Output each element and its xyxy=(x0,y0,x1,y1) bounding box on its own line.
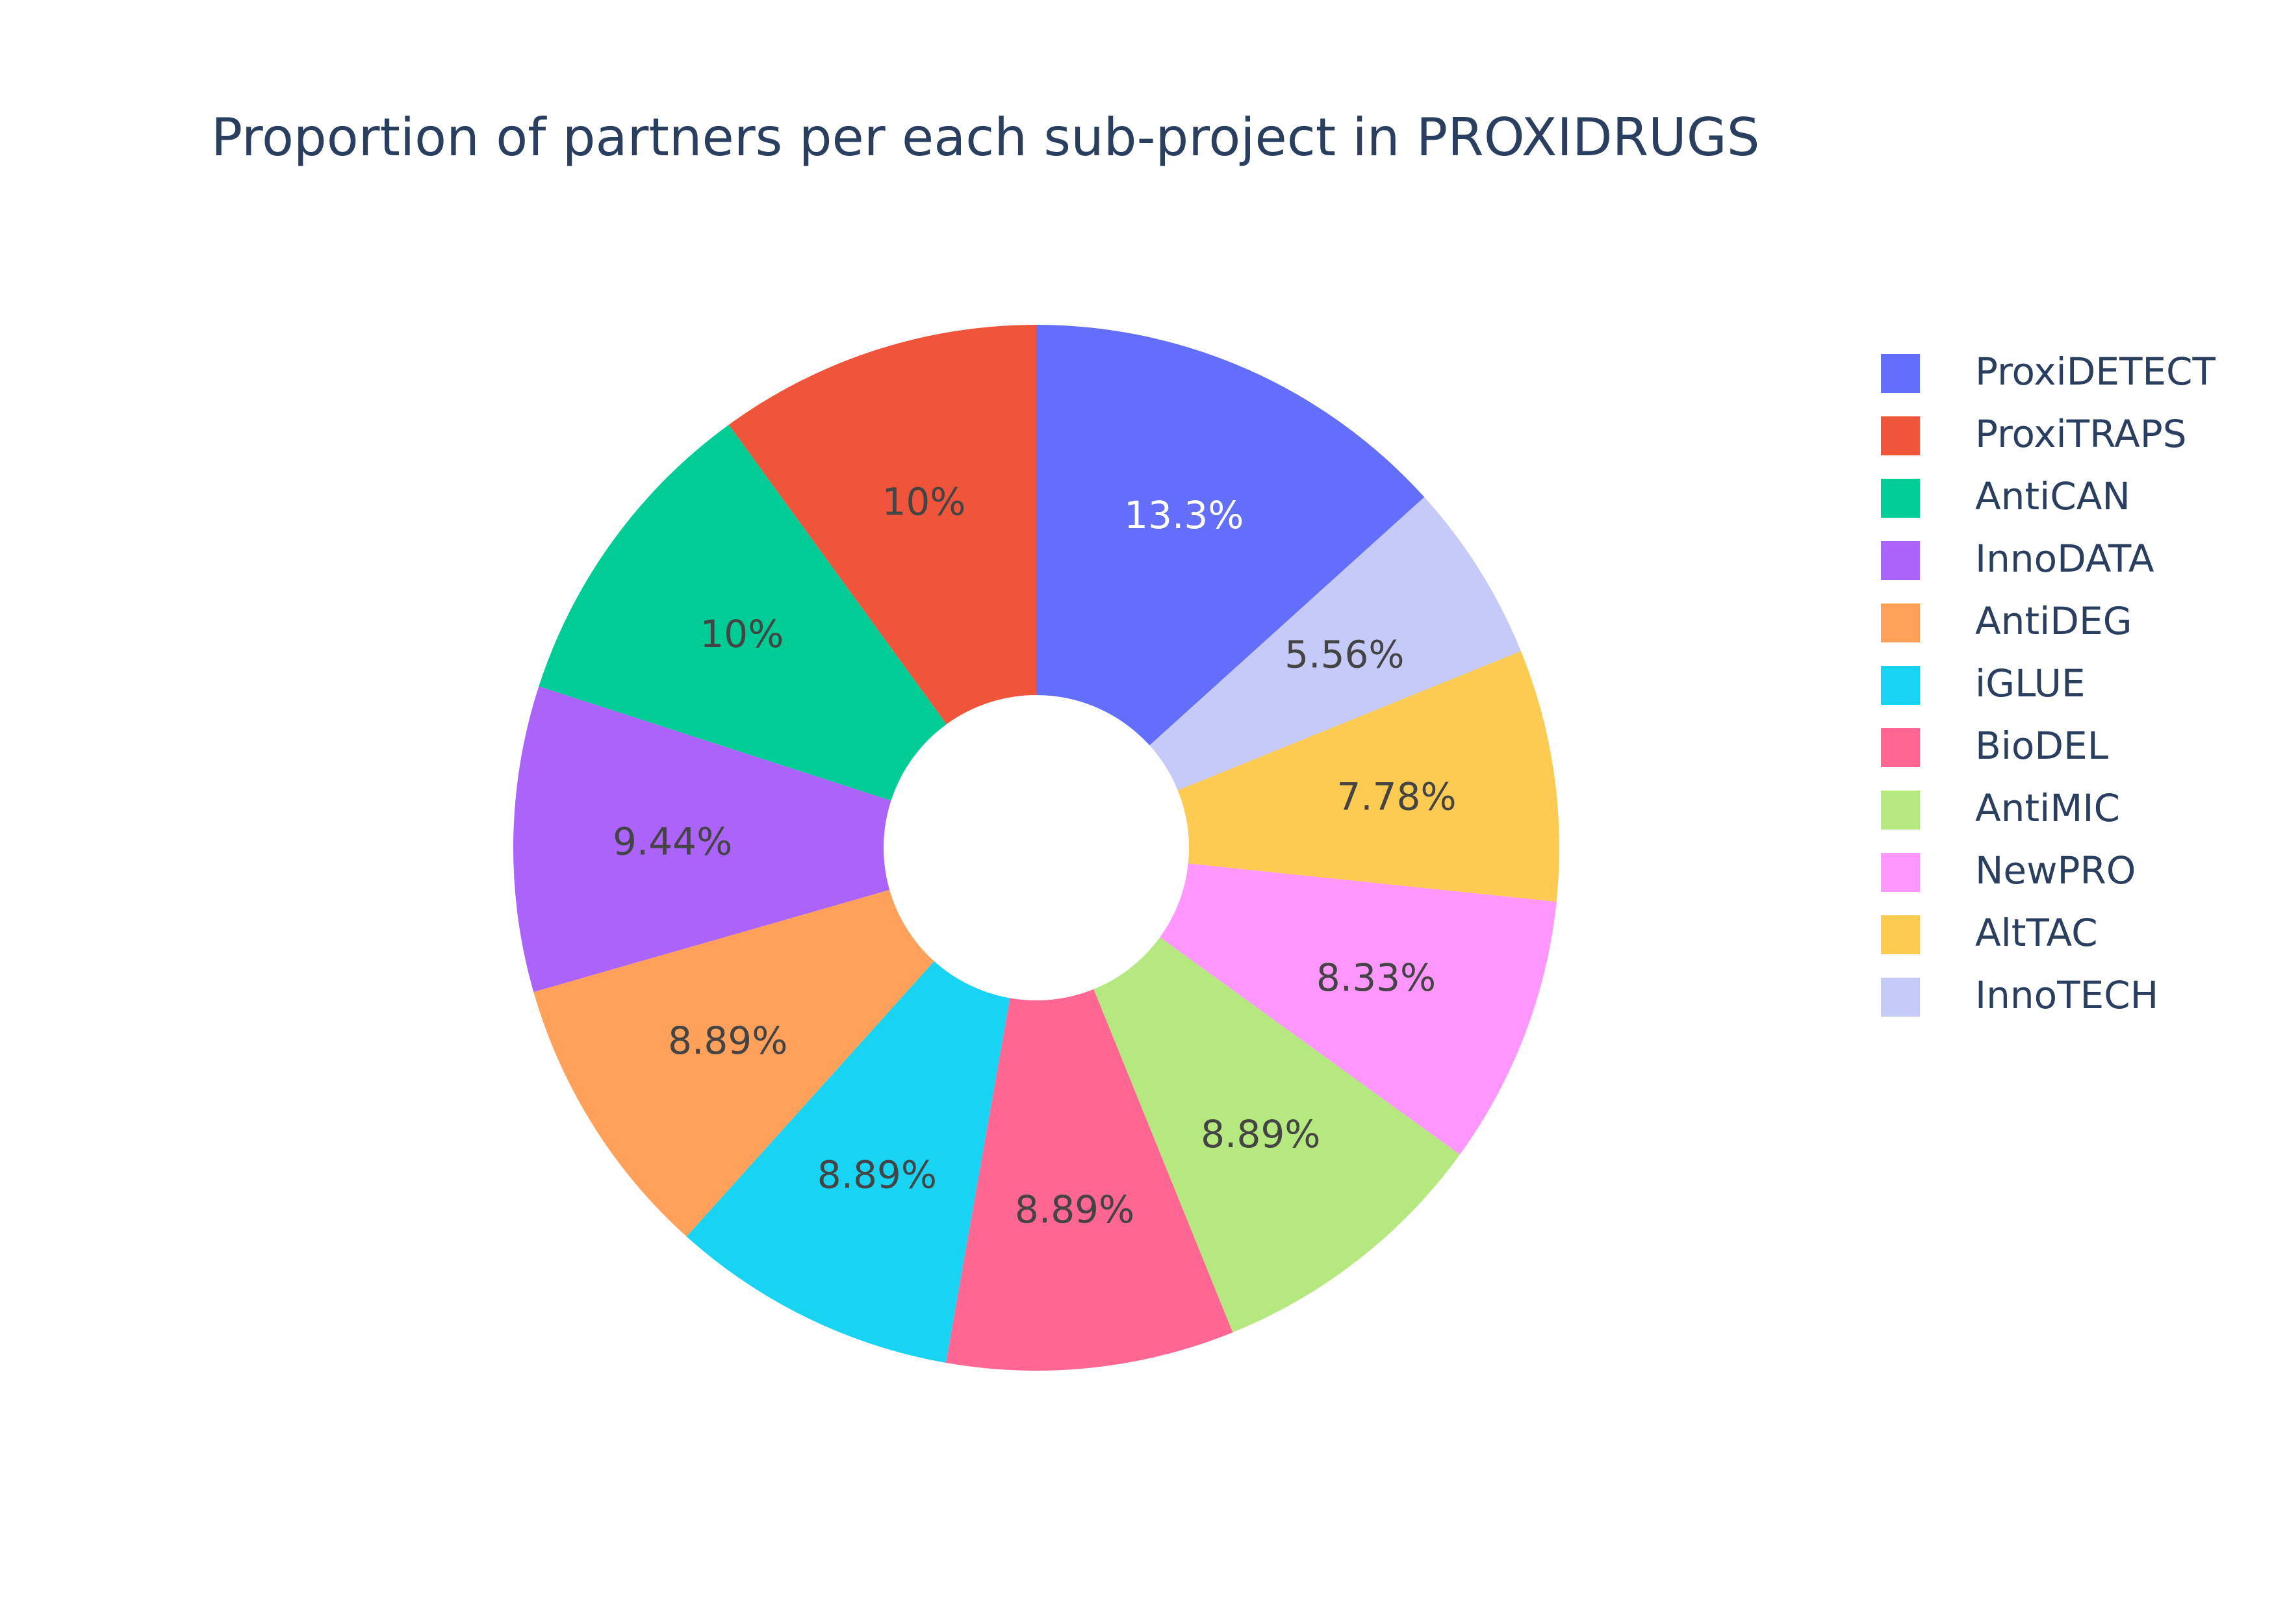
legend-label: ProxiTRAPS xyxy=(1975,412,2187,456)
slice-label-antimic: 8.89% xyxy=(1201,1112,1320,1156)
slice-label-proxitraps: 10% xyxy=(882,479,965,524)
legend-swatch xyxy=(1881,915,1920,954)
slice-biodel[interactable] xyxy=(945,989,1233,1371)
slice-labels-group: 13.3% 5.56% 7.78% 8.33% 8.89% 8.89% 8.89% 8.89%… xyxy=(613,479,1457,1231)
legend-label: ProxiDETECT xyxy=(1975,349,2216,394)
legend-swatch xyxy=(1881,541,1920,580)
slice-label-antican: 10% xyxy=(700,612,784,656)
legend-swatch xyxy=(1881,791,1920,830)
legend-swatch xyxy=(1881,978,1920,1017)
legend-label: NewPRO xyxy=(1975,848,2136,893)
slice-label-alttac: 7.78% xyxy=(1336,774,1456,818)
legend-label: iGLUE xyxy=(1975,661,2086,705)
slice-label-proxidetect: 13.3% xyxy=(1124,493,1244,537)
slice-label-newpro: 8.33% xyxy=(1316,956,1436,1000)
slice-innotech[interactable] xyxy=(1149,497,1521,791)
slice-proxidetect[interactable] xyxy=(1036,325,1425,746)
slice-label-biodel: 8.89% xyxy=(1015,1187,1134,1232)
legend-label: InnoTECH xyxy=(1975,973,2159,1017)
slice-antican[interactable] xyxy=(539,424,947,801)
slice-label-antideg: 8.89% xyxy=(668,1019,787,1063)
slice-proxitraps[interactable] xyxy=(728,325,1036,724)
slice-alttac[interactable] xyxy=(1177,651,1559,902)
legend-swatch xyxy=(1881,603,1920,642)
slices-group xyxy=(513,325,1559,1371)
legend-swatch xyxy=(1881,416,1920,455)
legend-swatch xyxy=(1881,853,1920,892)
legend-label: BioDEL xyxy=(1975,724,2109,768)
slice-label-innotech: 5.56% xyxy=(1284,632,1404,676)
legend-label: AntiDEG xyxy=(1975,599,2132,643)
legend-label: AntiMIC xyxy=(1975,786,2120,830)
legend-label: InnoDATA xyxy=(1975,537,2154,581)
slice-innodata[interactable] xyxy=(513,686,891,993)
slice-newpro[interactable] xyxy=(1160,863,1557,1155)
legend-swatch xyxy=(1881,479,1920,518)
slice-label-innodata: 9.44% xyxy=(613,819,732,863)
legend-label: AltTAC xyxy=(1975,911,2098,955)
legend-swatch xyxy=(1881,728,1920,767)
slice-antimic[interactable] xyxy=(1093,937,1460,1333)
legend-swatch xyxy=(1881,354,1920,393)
legend-swatch xyxy=(1881,666,1920,705)
slice-iglue[interactable] xyxy=(686,961,1010,1363)
legend-label: AntiCAN xyxy=(1975,474,2130,518)
slice-label-iglue: 8.89% xyxy=(817,1152,937,1197)
chart-title: Proportion of partners per each sub-proj… xyxy=(211,107,1760,168)
slice-antideg[interactable] xyxy=(533,889,934,1237)
